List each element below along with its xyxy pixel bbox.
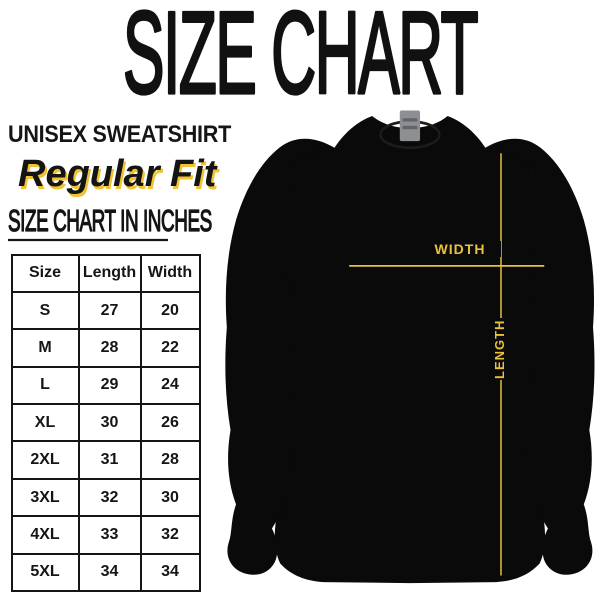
svg-text:SIZE CHART IN INCHES: SIZE CHART IN INCHES [8,205,212,239]
svg-text:SIZE CHART: SIZE CHART [123,0,478,118]
